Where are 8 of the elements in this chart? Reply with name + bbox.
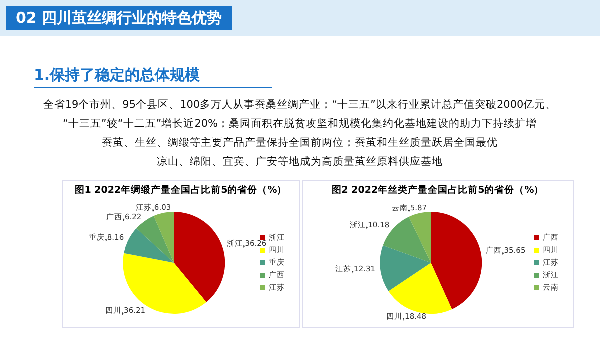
text: 凉山、绵阳、宜宾、广安等地成为高质量茧丝原料供应基地: [156, 155, 444, 170]
chart-title: 图1 2022年绸缎产量全国占比前5的省份（%）: [74, 184, 288, 198]
text: 全省19个市州、95个县区、100多万人从事蚕桑丝绸产业；“十三五”以来行业累计总产值突破2000亿元、: [42, 98, 558, 113]
text: “十三五”较“十二五”增长近20%；桑园面积在脱贫攻坚和规模化集约化基地建设的助力下持续扩增: [62, 117, 538, 132]
text: 1.保持了稳定的总体规模: [34, 66, 272, 88]
text: 蚕茧、生丝、绸缎等主要产品产量保持全国前两位；蚕茧和生丝质量跃居全国最优: [101, 136, 499, 151]
chart-title: 图2 2022年丝类产量全国占比前5的省份（%）: [330, 184, 546, 198]
text: 02 四川茧丝绸行业的特色优势: [6, 6, 232, 30]
